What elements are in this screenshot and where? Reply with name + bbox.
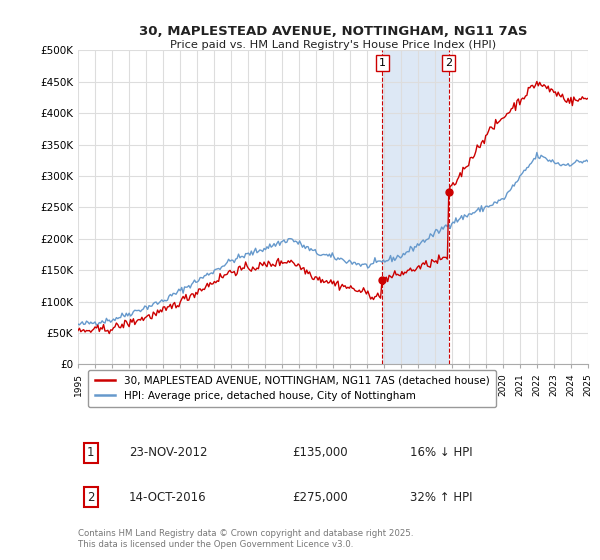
Text: 1: 1 [379,58,386,68]
Text: £135,000: £135,000 [292,446,348,459]
Bar [382,50,449,365]
Text: Price paid vs. HM Land Registry's House Price Index (HPI): Price paid vs. HM Land Registry's House … [170,40,496,50]
Text: 23-NOV-2012: 23-NOV-2012 [129,446,208,459]
Text: 14-OCT-2016: 14-OCT-2016 [129,491,206,503]
Text: 30, MAPLESTEAD AVENUE, NOTTINGHAM, NG11 7AS: 30, MAPLESTEAD AVENUE, NOTTINGHAM, NG11 … [139,25,527,38]
Text: 1: 1 [87,446,95,459]
Legend: 30, MAPLESTEAD AVENUE, NOTTINGHAM, NG11 7AS (detached house), HPI: Average price: 30, MAPLESTEAD AVENUE, NOTTINGHAM, NG11 … [88,370,496,407]
Text: 2: 2 [445,58,452,68]
Text: Contains HM Land Registry data © Crown copyright and database right 2025.
This d: Contains HM Land Registry data © Crown c… [78,529,413,549]
Text: 32% ↑ HPI: 32% ↑ HPI [409,491,472,503]
Text: 2: 2 [87,491,95,503]
Text: 16% ↓ HPI: 16% ↓ HPI [409,446,472,459]
Text: £275,000: £275,000 [292,491,348,503]
